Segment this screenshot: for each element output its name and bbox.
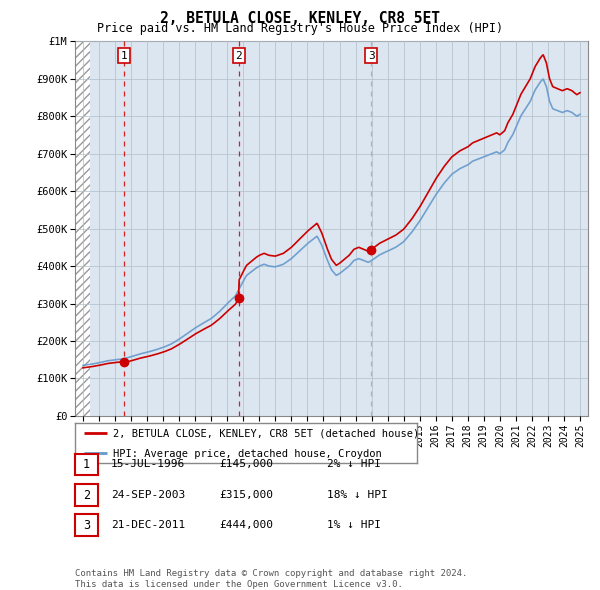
- Text: 2: 2: [83, 489, 90, 502]
- Text: 21-DEC-2011: 21-DEC-2011: [111, 520, 185, 530]
- Text: 1% ↓ HPI: 1% ↓ HPI: [327, 520, 381, 530]
- Text: 3: 3: [83, 519, 90, 532]
- Text: 15-JUL-1996: 15-JUL-1996: [111, 460, 185, 469]
- Text: 3: 3: [368, 51, 374, 61]
- Text: 2% ↓ HPI: 2% ↓ HPI: [327, 460, 381, 469]
- Text: £444,000: £444,000: [219, 520, 273, 530]
- Text: £145,000: £145,000: [219, 460, 273, 469]
- Text: 18% ↓ HPI: 18% ↓ HPI: [327, 490, 388, 500]
- Text: £315,000: £315,000: [219, 490, 273, 500]
- Bar: [75, 41, 90, 416]
- Text: HPI: Average price, detached house, Croydon: HPI: Average price, detached house, Croy…: [113, 448, 382, 458]
- Text: 1: 1: [83, 458, 90, 471]
- Text: 1: 1: [121, 51, 127, 61]
- Text: 2: 2: [236, 51, 242, 61]
- Text: Price paid vs. HM Land Registry's House Price Index (HPI): Price paid vs. HM Land Registry's House …: [97, 22, 503, 35]
- Text: 2, BETULA CLOSE, KENLEY, CR8 5ET (detached house): 2, BETULA CLOSE, KENLEY, CR8 5ET (detach…: [113, 428, 419, 438]
- Text: 2, BETULA CLOSE, KENLEY, CR8 5ET: 2, BETULA CLOSE, KENLEY, CR8 5ET: [160, 11, 440, 25]
- Text: 24-SEP-2003: 24-SEP-2003: [111, 490, 185, 500]
- Text: Contains HM Land Registry data © Crown copyright and database right 2024.
This d: Contains HM Land Registry data © Crown c…: [75, 569, 467, 589]
